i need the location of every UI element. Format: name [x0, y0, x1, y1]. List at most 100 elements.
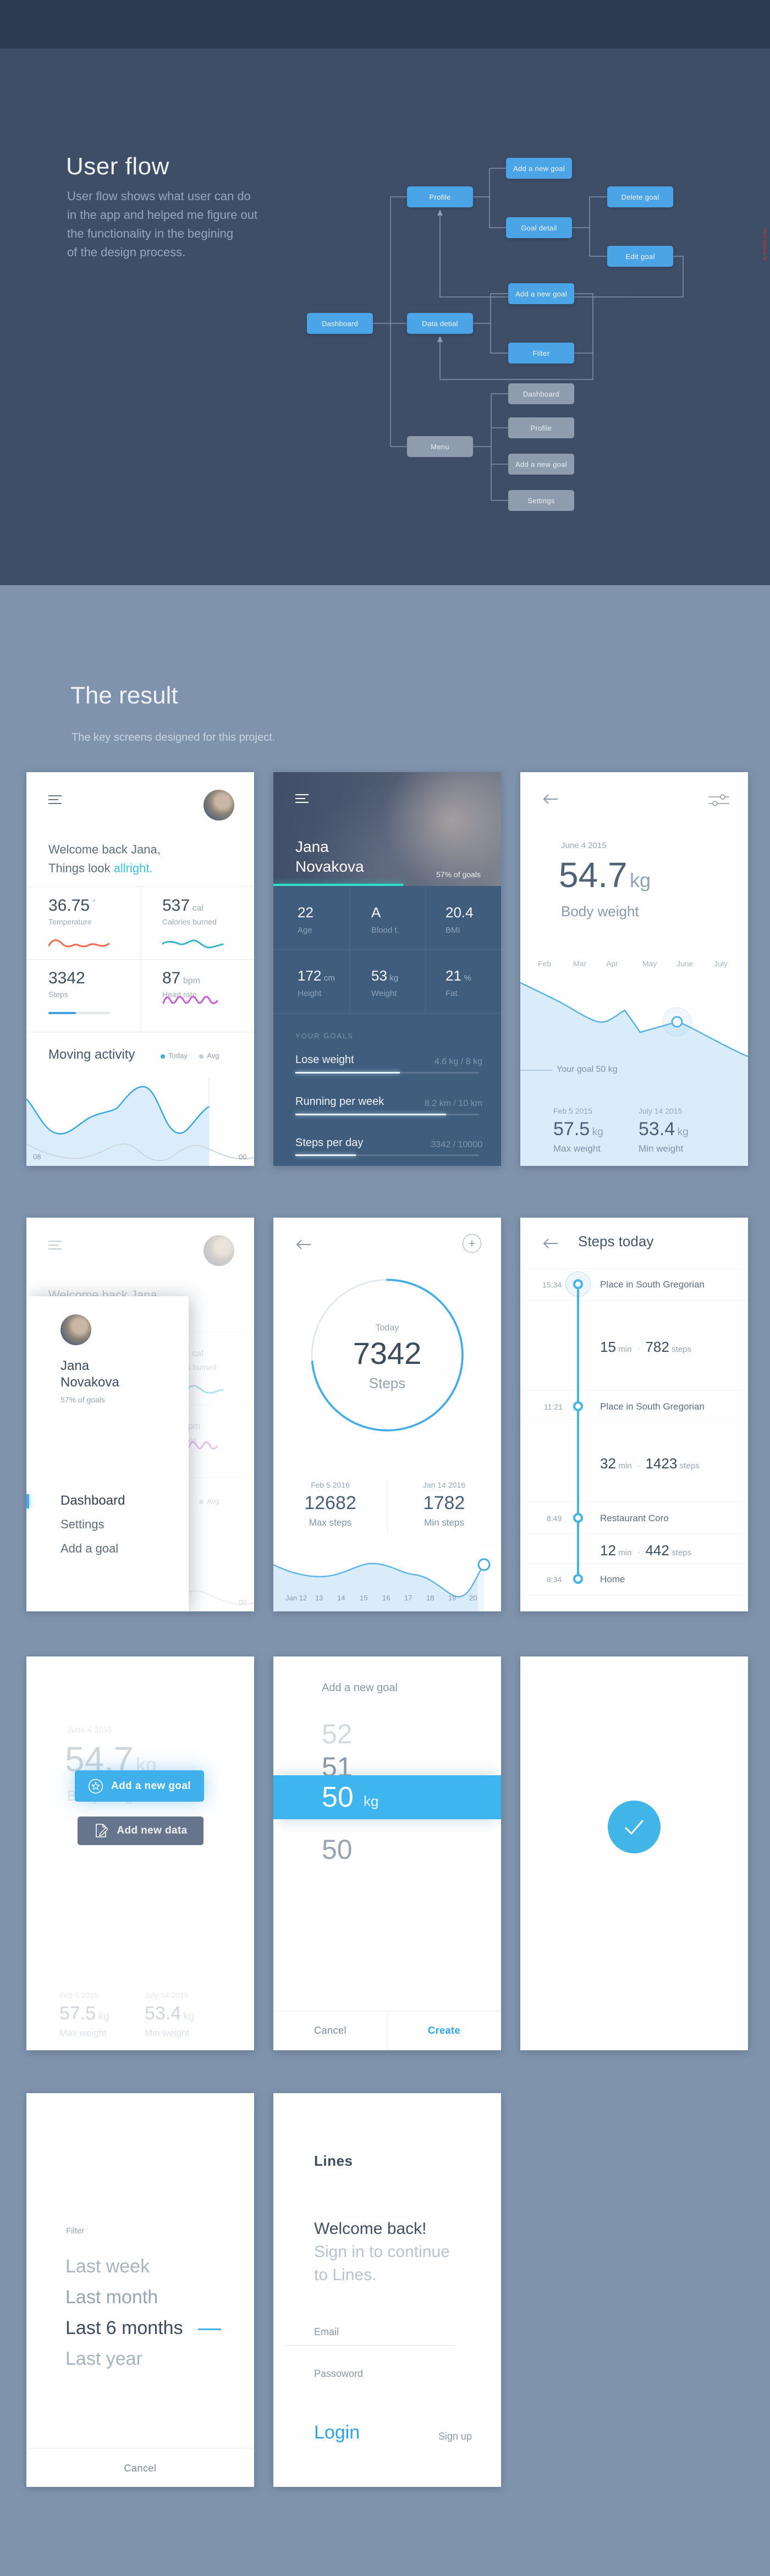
arrow-up-icon: [437, 336, 443, 342]
menu-item-add-goal[interactable]: Add a goal: [61, 1542, 119, 1555]
avatar[interactable]: [204, 790, 234, 821]
lines-logo: Lines: [314, 2153, 353, 2169]
stop-place[interactable]: Restaurant Coro: [600, 1513, 669, 1523]
heart-rate-sparkline: [162, 995, 218, 1004]
welcome-line2: Things look allright.: [48, 861, 153, 875]
menu-item-settings[interactable]: Settings: [61, 1517, 105, 1531]
flow-node-add-goal: Add a new goal: [506, 158, 572, 179]
chart-endpoint[interactable]: [477, 1558, 491, 1571]
timeline-node[interactable]: [573, 1574, 583, 1584]
filter-option-last-6-months[interactable]: Last 6 months: [65, 2318, 183, 2338]
filter-option-last-week[interactable]: Last week: [65, 2256, 150, 2277]
add-new-data-button[interactable]: Add new data: [78, 1817, 204, 1845]
back-arrow-icon[interactable]: [542, 1239, 559, 1248]
filter-option-last-month[interactable]: Last month: [65, 2287, 158, 2308]
goal-steps-value: 3342 / 10000: [431, 1140, 482, 1149]
profile-name: Jana Novakova: [295, 838, 364, 875]
profile-goals-percent: 57% of goals: [436, 870, 481, 879]
stat-temperature: 36.75 ° Temperature: [48, 896, 96, 926]
email-field[interactable]: Email: [314, 2326, 339, 2337]
userflow-section: [0, 48, 770, 585]
active-item-indicator: [26, 1494, 29, 1509]
selected-option-dash: [198, 2329, 221, 2330]
add-new-goal-button[interactable]: Add a new goal: [75, 1770, 204, 1802]
filter-option-last-year[interactable]: Last year: [65, 2348, 142, 2369]
add-icon[interactable]: +: [463, 1234, 481, 1253]
segment-stats: 32 min · 1423 steps: [600, 1455, 700, 1472]
menu-item-dashboard[interactable]: Dashboard: [61, 1493, 125, 1508]
flow-node-filter: Filter: [508, 343, 574, 364]
userflow-desc-line2: in the app and helped me figure out: [67, 208, 258, 222]
moving-activity-title: Moving activity: [48, 1047, 135, 1062]
stat-heart-rate: 87 bpm Heart rate: [162, 969, 200, 999]
goal-line-label: Your goal 50 kg: [557, 1065, 618, 1074]
highlighted-point[interactable]: [671, 1016, 683, 1028]
goal-progress-fill: [295, 1072, 400, 1074]
login-button[interactable]: Login: [314, 2422, 360, 2443]
goal-steps-label[interactable]: Steps per day: [295, 1137, 364, 1149]
screen-steps-detail: + Today 7342 Steps Feb 5 2016 12682 Max …: [273, 1218, 501, 1611]
stop-place[interactable]: Place in South Gregorian: [600, 1401, 705, 1412]
screen-login: Lines Welcome back! Sign in to continue …: [273, 2093, 501, 2487]
email-underline: [284, 2345, 455, 2346]
flow-node-menu-add-goal: Add a new goal: [508, 454, 574, 475]
back-arrow-icon[interactable]: [542, 794, 559, 804]
userflow-description: User flow shows what user can do in the …: [67, 187, 257, 262]
weight-label: Body weight: [561, 903, 639, 920]
flow-node-delete-goal: Delete goal: [607, 186, 673, 207]
activity-area-chart: [26, 1078, 254, 1166]
login-subline2: to Lines.: [314, 2266, 377, 2284]
flow-node-profile: Profile: [407, 186, 473, 207]
timeline-node[interactable]: [573, 1513, 583, 1523]
profile-photo: [273, 772, 501, 886]
signup-link[interactable]: Sign up: [438, 2431, 472, 2442]
stop-time: 8:49: [547, 1514, 562, 1523]
hamburger-menu-icon[interactable]: [48, 795, 62, 807]
flow-node-add-goal-2: Add a new goal: [508, 283, 574, 304]
steps-progress-fill: [48, 1012, 76, 1014]
timeline-node[interactable]: [573, 1279, 583, 1289]
segment-stats: 15 min · 782 steps: [600, 1339, 692, 1355]
picker-option-52[interactable]: 52: [322, 1719, 353, 1749]
drawer-user-name: Jana Novakova: [61, 1358, 119, 1390]
picker-selected-band[interactable]: 50 kg: [273, 1775, 501, 1819]
max-weight-block: Feb 5 2015 57.5 kg Max weight: [553, 1107, 603, 1154]
userflow-desc-line3: the functionality in the begining: [67, 227, 234, 240]
goal-progress-fill: [295, 1154, 356, 1156]
password-field[interactable]: Passoword: [314, 2368, 364, 2379]
legend-today-dot: [161, 1054, 165, 1059]
cancel-button[interactable]: Cancel: [124, 2463, 157, 2474]
filter-sliders-icon[interactable]: [708, 794, 729, 806]
hamburger-menu-icon[interactable]: [295, 794, 309, 806]
goal-progress-fill: [295, 1114, 446, 1115]
top-strip: [0, 0, 770, 48]
timeline-node[interactable]: [573, 1401, 583, 1411]
back-arrow-icon[interactable]: [295, 1240, 312, 1250]
edit-document-icon: [96, 1824, 109, 1837]
goal-lose-weight-label[interactable]: Lose weight: [295, 1054, 354, 1066]
screen-dashboard: Welcome back Jana, Things look allright.…: [26, 772, 254, 1166]
goals-header: YOUR GOALS: [295, 1032, 354, 1040]
flow-node-menu-dashboard: Dashboard: [508, 383, 574, 404]
create-button[interactable]: Create: [427, 2025, 461, 2036]
screen-goal-picker: Add a new goal 52 51 50 kg 50 Cancel Cre…: [273, 1656, 501, 2050]
stop-time: 11:21: [544, 1402, 563, 1411]
picker-option-50[interactable]: 50: [322, 1834, 353, 1865]
flow-node-menu-settings: Settings: [508, 490, 574, 511]
goal-running-label[interactable]: Running per week: [295, 1096, 384, 1108]
picker-title: Add a new goal: [322, 1682, 398, 1694]
weight-value: 54.7 kg: [559, 855, 651, 895]
goal-running-value: 8.2 km / 10 km: [425, 1099, 482, 1108]
drawer-goals-percent: 57% of goals: [61, 1395, 105, 1404]
watermark: www.taobao.la: [762, 228, 768, 261]
stop-place[interactable]: Place in South Gregorian: [600, 1279, 705, 1290]
stop-place[interactable]: Home: [600, 1574, 625, 1584]
today-label: Today: [375, 1323, 399, 1333]
max-steps-block: Feb 5 2016 12682 Max steps: [304, 1480, 356, 1528]
min-steps-block: Jan 14 2016 1782 Min steps: [422, 1480, 466, 1528]
welcome-highlight: allright.: [113, 861, 153, 875]
temperature-sparkline: [48, 939, 110, 948]
cancel-button[interactable]: Cancel: [314, 2025, 347, 2036]
userflow-desc-line4: of the design process.: [67, 245, 186, 259]
success-check-button[interactable]: [608, 1801, 661, 1853]
